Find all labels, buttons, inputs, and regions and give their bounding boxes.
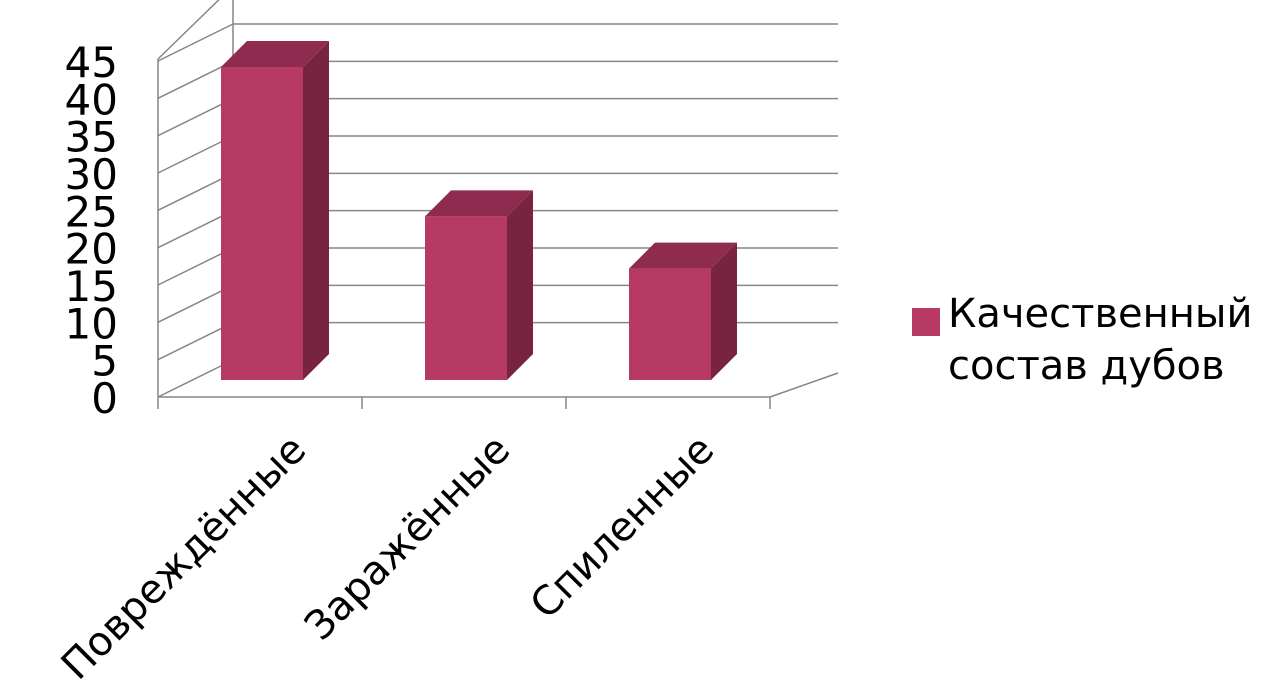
y-tick-label: 20 xyxy=(65,225,118,274)
y-tick-label: 45 xyxy=(65,38,118,87)
gridline-side xyxy=(157,321,234,361)
bar xyxy=(629,242,737,380)
y-tick-label: 5 xyxy=(91,337,118,386)
bar-side xyxy=(303,41,329,380)
bar xyxy=(425,190,533,380)
gridline-side xyxy=(157,23,234,62)
gridline-side-top xyxy=(157,0,220,60)
gridline-side xyxy=(157,359,234,398)
gridline-side xyxy=(157,209,234,249)
bar-top xyxy=(629,242,737,269)
bar-front xyxy=(221,67,303,380)
y-tick-label: 35 xyxy=(65,113,118,162)
bar-front xyxy=(425,216,507,380)
y-tick-label: 10 xyxy=(65,299,118,348)
y-tick-label: 40 xyxy=(65,75,118,124)
gridline-side xyxy=(157,97,234,137)
legend-swatch xyxy=(912,308,940,336)
gridline-side xyxy=(157,135,234,174)
bar-top xyxy=(425,190,533,217)
y-tick-label: 0 xyxy=(91,374,118,423)
bar-top xyxy=(221,41,329,67)
gridline-side xyxy=(157,60,234,100)
gridline-side xyxy=(157,247,234,286)
legend: Качественный состав дубов xyxy=(912,288,1270,392)
bar xyxy=(221,41,329,380)
gridlines xyxy=(157,0,838,398)
y-tick-label: 15 xyxy=(65,262,118,311)
y-tick-label: 30 xyxy=(65,150,118,199)
legend-label: Качественный состав дубов xyxy=(948,291,1253,389)
x-tick-label: Заражённые xyxy=(296,427,519,650)
x-tick-label: Спиленные xyxy=(522,427,723,628)
gridline-side xyxy=(157,172,234,212)
x-tick-label: Повреждённые xyxy=(53,427,315,689)
gridline-side xyxy=(157,284,234,324)
bars xyxy=(221,41,737,380)
y-tick-label: 25 xyxy=(65,187,118,236)
bar-front xyxy=(629,268,711,380)
bar-side xyxy=(711,242,737,380)
bar-side xyxy=(507,190,533,380)
floor-right-edge xyxy=(769,372,839,398)
